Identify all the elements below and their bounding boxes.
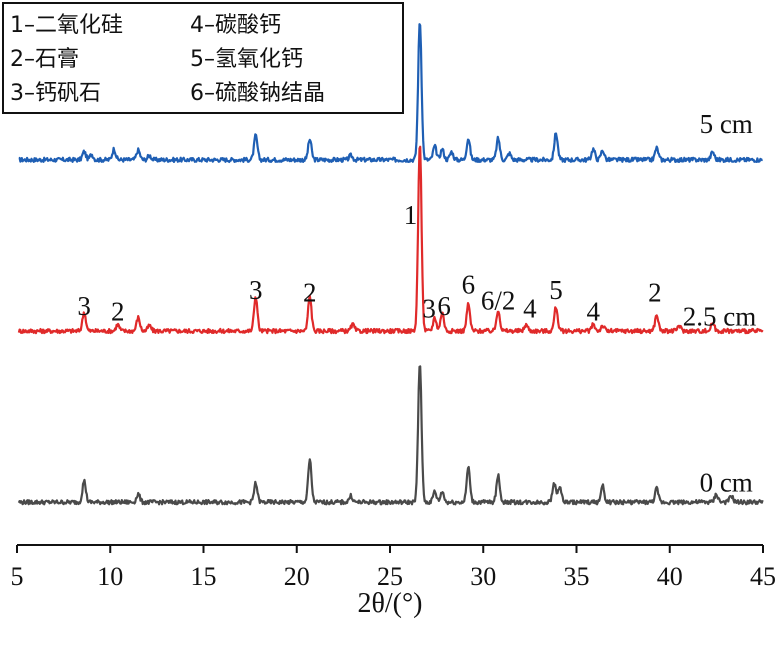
series-line: [18, 23, 764, 163]
x-tick-label: 45: [750, 562, 776, 591]
traces-group: [17, 23, 764, 506]
peak-annotation: 6: [462, 270, 476, 300]
peak-annotation: 3: [249, 275, 263, 305]
series-label: 0 cm: [700, 468, 753, 498]
peak-annotation: 3: [77, 291, 91, 321]
legend-entry: 2–石膏: [10, 47, 79, 72]
x-tick-label: 25: [377, 562, 403, 591]
peak-annotation: 2: [111, 296, 125, 326]
legend-box: [2, 2, 404, 114]
series-label: 2.5 cm: [683, 302, 757, 332]
series-line: [17, 365, 764, 506]
legend-entry: 1–二氧化硅: [10, 13, 123, 38]
series-line: [17, 145, 764, 335]
x-tick-label: 15: [191, 562, 217, 591]
series-label: 5 cm: [700, 109, 753, 139]
x-tick-label: 10: [97, 562, 123, 591]
peak-annotation: 5: [549, 275, 563, 305]
peak-annotation: 2: [303, 278, 317, 308]
legend-entry: 4–碳酸钙: [190, 13, 281, 38]
peak-annotation: 4: [587, 296, 601, 326]
x-axis: 5 10 15 20 25 30 35 40 45 2θ/(°): [11, 544, 776, 619]
x-tick-label: 30: [470, 562, 496, 591]
legend-entry: 3–钙矾石: [10, 81, 101, 106]
peak-annotation: 2: [648, 278, 662, 308]
legend: 1–二氧化硅 2–石膏 3–钙矾石 4–碳酸钙 5–氢氧化钙 6–硫酸钠结晶: [2, 2, 404, 114]
peak-annotation: 3: [422, 294, 436, 324]
x-axis-title: 2θ/(°): [357, 588, 422, 619]
x-tick-label: 40: [657, 562, 683, 591]
trace-labels: 5 cm 2.5 cm 0 cm: [683, 109, 757, 497]
peak-annotation: 4: [523, 294, 537, 324]
peak-annotation: 6: [437, 291, 451, 321]
legend-entry: 5–氢氧化钙: [190, 47, 303, 72]
peak-annotation: 1: [404, 200, 418, 230]
x-tick-label: 20: [284, 562, 310, 591]
x-tick-label: 35: [564, 562, 590, 591]
legend-entry: 6–硫酸钠结晶: [190, 81, 325, 106]
x-ticks: 5 10 15 20 25 30 35 40 45: [11, 545, 776, 591]
peak-annotation: 6/2: [481, 286, 516, 316]
x-tick-label: 5: [11, 562, 24, 591]
